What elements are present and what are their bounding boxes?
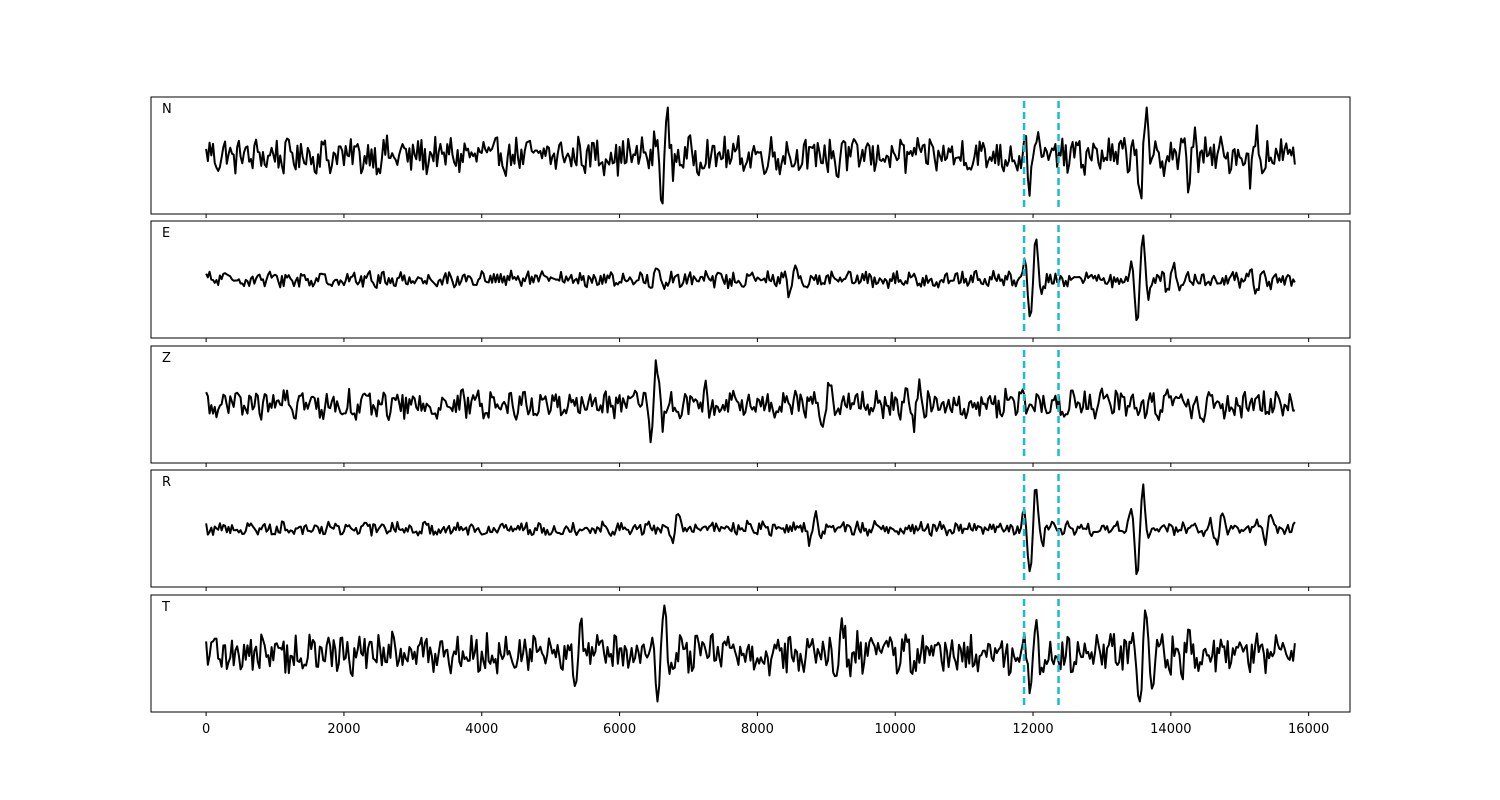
- x-tick-label: 10000: [875, 722, 916, 737]
- waveform-trace: [205, 359, 1295, 444]
- waveform-trace: [205, 604, 1296, 703]
- panel-label: E: [162, 226, 170, 241]
- trace-panel-r: R: [150, 469, 1351, 591]
- x-tick-label: 14000: [1150, 722, 1191, 737]
- x-tick-label: 16000: [1288, 722, 1329, 737]
- x-tick-label: 12000: [1012, 722, 1053, 737]
- panel-label: T: [161, 600, 170, 615]
- trace-panels: N E Z R T: [150, 96, 1351, 716]
- x-axis: 0 2000 4000 6000 8000 10000 12000 14000 16000: [202, 722, 1329, 737]
- x-tick-label: 0: [202, 722, 210, 737]
- panel-label: N: [162, 102, 172, 117]
- x-tick-label: 4000: [465, 722, 498, 737]
- trace-panel-n: N: [150, 96, 1351, 218]
- panel-frame: [150, 469, 1351, 588]
- x-tick-label: 2000: [327, 722, 360, 737]
- panel-label: Z: [162, 351, 171, 366]
- waveform-trace: [205, 483, 1296, 576]
- trace-panel-z: Z: [150, 345, 1351, 467]
- waveform-trace: [205, 234, 1296, 322]
- waveform-trace: [205, 106, 1296, 205]
- trace-panel-e: E: [150, 220, 1351, 342]
- panel-label: R: [162, 475, 171, 490]
- trace-panel-t: T: [150, 594, 1351, 716]
- x-tick-label: 6000: [603, 722, 636, 737]
- x-tick-label: 8000: [741, 722, 774, 737]
